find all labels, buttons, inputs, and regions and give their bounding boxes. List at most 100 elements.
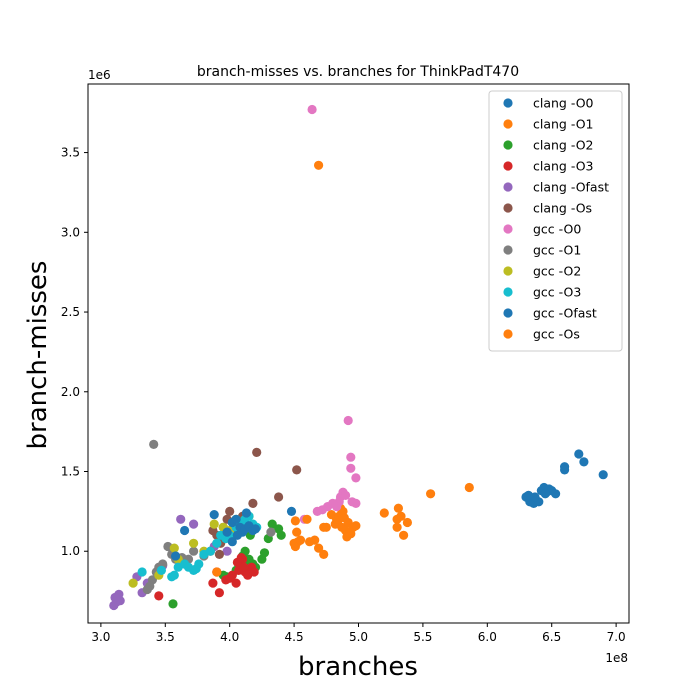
data-point: [319, 522, 329, 532]
data-point: [110, 592, 120, 603]
x-offset-label: 1e8: [605, 651, 628, 665]
data-point: [225, 506, 235, 516]
x-tick-label: 4.5: [285, 630, 304, 644]
data-point: [169, 543, 179, 553]
data-point: [379, 508, 389, 518]
legend-marker: [503, 98, 513, 108]
data-point: [208, 578, 218, 588]
data-point: [351, 521, 361, 531]
data-point: [232, 530, 242, 540]
data-point: [341, 490, 351, 500]
legend-marker: [503, 266, 513, 276]
legend-marker: [503, 182, 513, 192]
data-point: [214, 588, 224, 598]
data-point: [402, 517, 412, 528]
data-point: [128, 578, 138, 588]
data-point: [241, 508, 251, 518]
y-axis: 1.0 1.5 2.0 2.5 3.0 3.5: [61, 146, 88, 558]
data-point: [212, 567, 222, 577]
data-point: [274, 492, 284, 502]
legend-label: clang -O1: [533, 117, 594, 132]
data-point: [266, 527, 276, 537]
data-point: [530, 492, 540, 502]
data-point: [180, 525, 190, 536]
data-point: [302, 514, 312, 524]
y-tick-label: 3.5: [61, 146, 80, 160]
data-point: [295, 535, 306, 545]
data-point: [209, 509, 219, 520]
data-point: [137, 567, 147, 577]
x-tick-label: 6.0: [478, 630, 497, 644]
data-point: [250, 524, 261, 534]
x-tick-label: 5.0: [349, 630, 368, 644]
legend-label: gcc -Os: [533, 327, 580, 342]
data-point: [346, 452, 356, 462]
y-tick-label: 2.0: [61, 385, 80, 399]
x-tick-label: 5.5: [413, 630, 432, 644]
data-point: [169, 570, 179, 580]
legend-box: [488, 90, 623, 352]
data-point: [248, 498, 258, 508]
legend-marker: [503, 161, 513, 171]
data-point: [426, 489, 436, 499]
data-point: [189, 519, 199, 529]
data-point: [176, 514, 186, 524]
y-offset-label: 1e6: [88, 68, 111, 82]
data-point: [222, 546, 232, 556]
data-point: [154, 591, 164, 601]
data-point: [231, 578, 241, 588]
y-tick-label: 1.0: [61, 544, 80, 558]
legend-label: clang -O0: [533, 96, 594, 111]
legend-marker: [503, 119, 513, 129]
y-tick-label: 2.5: [61, 305, 80, 319]
data-point: [464, 482, 474, 493]
data-point: [276, 530, 286, 540]
legend-label: gcc -O2: [533, 264, 581, 279]
x-tick-label: 3.0: [91, 630, 110, 644]
data-point: [574, 449, 584, 459]
y-tick-label: 1.5: [61, 465, 80, 479]
data-point: [249, 567, 259, 577]
data-point: [205, 546, 215, 556]
data-point: [227, 537, 237, 547]
legend-marker: [503, 329, 513, 339]
data-point: [342, 532, 352, 542]
x-axis-label: branches: [298, 652, 418, 682]
legend-marker: [503, 245, 513, 255]
legend-label: gcc -Ofast: [533, 306, 597, 321]
legend-label: gcc -O3: [533, 285, 581, 300]
data-point: [393, 503, 403, 513]
data-point: [191, 564, 201, 574]
data-point: [579, 457, 589, 467]
legend-marker: [503, 140, 513, 150]
data-point: [339, 513, 349, 523]
data-point: [156, 565, 166, 576]
chart-title: branch-misses vs. branches for ThinkPadT…: [197, 64, 519, 80]
data-point: [168, 599, 178, 609]
data-point: [560, 465, 570, 475]
data-point: [214, 549, 224, 560]
data-point: [259, 548, 270, 558]
data-point: [343, 415, 353, 426]
data-point: [290, 516, 300, 526]
data-point: [231, 514, 241, 524]
data-point: [239, 562, 249, 572]
legend-marker: [503, 308, 513, 318]
x-tick-label: 6.5: [542, 630, 561, 644]
x-tick-label: 7.0: [607, 630, 626, 644]
data-point: [598, 470, 608, 480]
data-point: [314, 160, 324, 170]
data-point: [392, 522, 402, 532]
data-point: [307, 104, 317, 115]
legend-label: gcc -O1: [533, 243, 581, 258]
data-point: [142, 584, 152, 595]
y-axis-label: branch-misses: [23, 261, 53, 450]
data-point: [149, 439, 159, 449]
legend-marker: [503, 224, 513, 234]
data-point: [212, 538, 222, 548]
data-point: [189, 538, 199, 548]
legend-marker: [503, 287, 513, 297]
legend-marker: [503, 203, 513, 213]
x-tick-label: 4.0: [220, 630, 239, 644]
